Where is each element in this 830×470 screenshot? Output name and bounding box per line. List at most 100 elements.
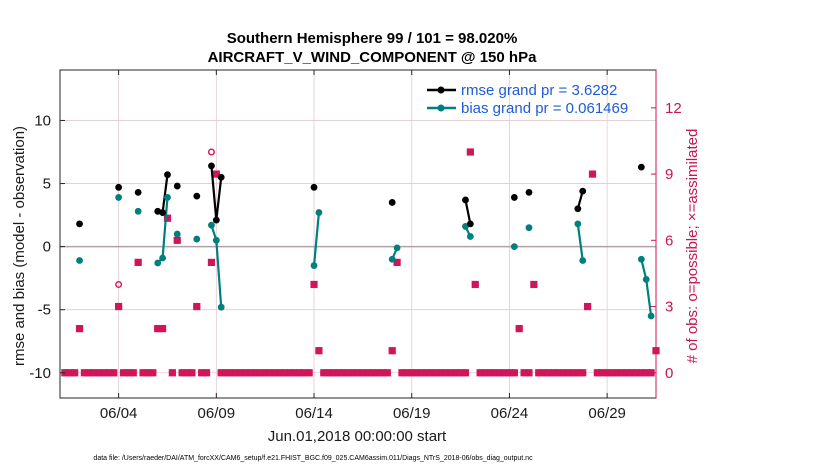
bias-point: [642, 276, 650, 283]
obs-assimilated-point: [559, 369, 567, 377]
rmse-point: [212, 216, 220, 224]
y-right-tick-label: 3: [665, 299, 673, 316]
obs-assimilated-point: [525, 369, 533, 377]
obs-assimilated-point: [281, 369, 289, 377]
obs-assimilated-point: [496, 369, 504, 377]
obs-assimilated-point: [144, 369, 152, 377]
obs-assimilated-point: [422, 369, 430, 377]
obs-assimilated-point: [584, 302, 592, 311]
y-right-tick-label: 12: [665, 100, 682, 117]
obs-assimilated-point: [461, 369, 470, 377]
y-tick-label: -5: [38, 302, 51, 319]
legend-bias-marker: [437, 104, 445, 112]
rmse-bias-points: [76, 162, 655, 320]
bias-point: [637, 255, 645, 263]
obs-assimilated-point: [393, 258, 401, 266]
chart-title-line2: AIRCRAFT_V_WIND_COMPONENT @ 150 hPa: [208, 49, 538, 66]
bias-line-segment: [312, 212, 321, 266]
obs-assimilated-point: [491, 369, 499, 377]
obs-assimilated-point: [295, 369, 303, 377]
obs-assimilated-point: [149, 369, 157, 377]
obs-assimilated-point: [437, 369, 445, 377]
rmse-point: [76, 220, 83, 228]
grid: [60, 70, 656, 398]
y-tick-label: 5: [43, 176, 51, 193]
obs-assimilated-point: [178, 369, 186, 377]
plot-frame: [59, 69, 657, 399]
obs-assimilated-point: [105, 369, 113, 377]
obs-assimilated-point: [378, 369, 387, 377]
y-tick-label: -10: [29, 365, 51, 382]
obs-assimilated-point: [119, 369, 128, 377]
obs-assimilated-point: [520, 369, 528, 377]
obs-assimilated-point: [325, 369, 333, 377]
obs-count-series: [61, 148, 660, 377]
rmse-bias-lines: [156, 165, 653, 317]
rmse-point: [579, 187, 587, 195]
obs-assimilated-point: [173, 236, 181, 244]
rmse-point: [173, 182, 181, 190]
obs-assimilated-point: [212, 170, 220, 178]
obs-assimilated-point: [334, 369, 343, 377]
obs-assimilated-point: [579, 369, 587, 377]
obs-assimilated-point: [80, 369, 89, 377]
obs-assimilated-point: [452, 369, 460, 377]
obs-assimilated-point: [364, 369, 372, 377]
obs-assimilated-point: [447, 369, 455, 377]
obs-assimilated-point: [198, 369, 206, 377]
obs-possible-point: [115, 280, 123, 288]
obs-assimilated-point: [530, 280, 538, 289]
obs-assimilated-point: [544, 369, 553, 377]
obs-assimilated-point: [305, 369, 313, 377]
bias-point: [173, 230, 181, 238]
obs-assimilated-point: [115, 302, 123, 311]
rmse-point: [525, 188, 533, 196]
obs-assimilated-point: [432, 369, 440, 377]
obs-assimilated-point: [71, 369, 79, 377]
obs-assimilated-point: [632, 369, 641, 377]
rmse-point: [208, 162, 215, 170]
rmse-point: [193, 192, 201, 200]
obs-assimilated-point: [158, 325, 167, 333]
obs-assimilated-point: [242, 369, 250, 377]
bias-point: [310, 262, 318, 269]
obs-assimilated-point: [623, 369, 631, 377]
bias-point: [525, 224, 533, 232]
obs-assimilated-point: [466, 148, 474, 156]
obs-assimilated-point: [398, 369, 406, 377]
x-tick-label: 06/19: [393, 405, 431, 422]
obs-assimilated-point: [427, 369, 435, 377]
x-axis-label: Jun.01,2018 00:00:00 start: [268, 428, 447, 445]
bias-point: [164, 194, 171, 201]
obs-assimilated-point: [403, 369, 411, 377]
x-tick-label: 06/29: [588, 405, 626, 422]
y-axis-label: rmse and bias (model - observation): [11, 126, 28, 366]
obs-assimilated-point: [339, 369, 347, 377]
y-tick-label: 10: [34, 112, 51, 129]
y-right-tick-label: 0: [665, 365, 673, 382]
obs-assimilated-point: [232, 369, 240, 377]
bias-point: [208, 221, 215, 229]
rmse-line-segment: [464, 199, 472, 225]
bias-point: [154, 259, 162, 267]
obs-assimilated-point: [266, 369, 274, 377]
obs-assimilated-point: [554, 369, 562, 377]
obs-assimilated-point: [124, 369, 132, 377]
obs-assimilated-point: [413, 369, 421, 377]
obs-assimilated-point: [515, 325, 523, 333]
obs-assimilated-point: [251, 369, 260, 377]
obs-assimilated-point: [271, 369, 279, 377]
obs-assimilated-point: [618, 369, 626, 377]
footer-datafile: data file: /Users/raeder/DAI/ATM_forcXX/…: [93, 455, 533, 462]
obs-assimilated-point: [354, 369, 362, 377]
bias-line-segment: [640, 258, 653, 317]
obs-assimilated-point: [95, 369, 103, 377]
bias-point: [574, 220, 582, 228]
obs-assimilated-point: [237, 369, 245, 377]
obs-assimilated-point: [486, 369, 494, 377]
obs-assimilated-point: [369, 369, 377, 377]
bias-point: [388, 255, 396, 263]
obs-assimilated-point: [129, 369, 137, 377]
legend: rmse grand pr = 3.6282 bias grand pr = 0…: [427, 82, 628, 117]
